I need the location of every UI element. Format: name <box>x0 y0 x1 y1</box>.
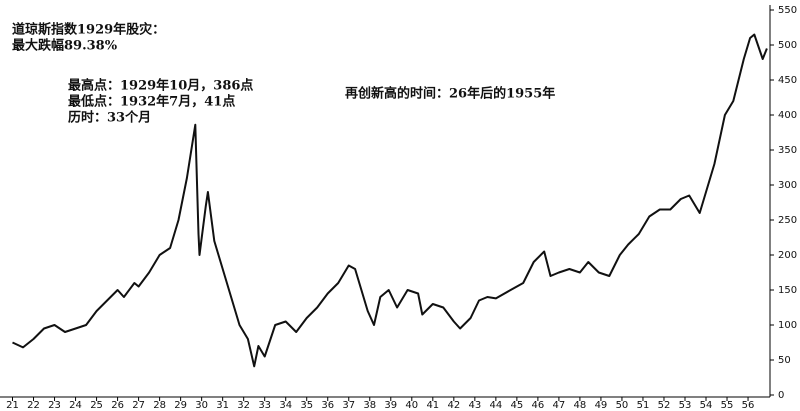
x-tick-label: 52 <box>658 400 671 411</box>
annotation: 再创新高的时间：26年后的1955年 <box>345 86 555 102</box>
x-tick-label: 37 <box>342 400 355 411</box>
x-tick-label: 42 <box>447 400 460 411</box>
x-tick-label: 24 <box>69 400 82 411</box>
x-tick-label: 25 <box>90 400 103 411</box>
y-tick-label: 150 <box>778 285 797 296</box>
x-tick-label: 34 <box>279 400 292 411</box>
x-tick-label: 50 <box>616 400 629 411</box>
x-tick-label: 31 <box>216 400 229 411</box>
x-tick-label: 39 <box>384 400 397 411</box>
x-tick-label: 26 <box>111 400 124 411</box>
annotation: 最低点：1932年7月，41点 <box>68 94 235 110</box>
x-tick-label: 46 <box>532 400 545 411</box>
x-tick-label: 27 <box>132 400 145 411</box>
x-tick-label: 43 <box>468 400 481 411</box>
price-line <box>12 33 768 368</box>
y-tick-label: 500 <box>778 40 797 51</box>
x-tick-label: 33 <box>258 400 271 411</box>
x-tick-label: 51 <box>637 400 650 411</box>
x-tick-label: 22 <box>27 400 40 411</box>
x-tick-label: 48 <box>574 400 587 411</box>
x-tick-label: 32 <box>237 400 250 411</box>
x-tick-label: 29 <box>174 400 187 411</box>
y-tick-label: 50 <box>778 355 791 366</box>
x-tick-label: 28 <box>153 400 166 411</box>
x-tick-label: 55 <box>721 400 734 411</box>
x-tick-label: 21 <box>6 400 19 411</box>
x-tick-label: 45 <box>511 400 524 411</box>
chart-subtitle: 最大跌幅89.38% <box>12 38 118 54</box>
x-tick-label: 47 <box>553 400 566 411</box>
y-tick-label: 400 <box>778 110 797 121</box>
x-tick-label: 38 <box>363 400 376 411</box>
x-tick-label: 44 <box>489 400 502 411</box>
x-tick-label: 36 <box>321 400 334 411</box>
x-tick-label: 54 <box>700 400 713 411</box>
x-tick-label: 40 <box>405 400 418 411</box>
y-tick-label: 200 <box>778 250 797 261</box>
x-tick-label: 53 <box>679 400 692 411</box>
x-tick-label: 23 <box>48 400 61 411</box>
y-tick-label: 550 <box>778 5 797 16</box>
x-tick-label: 49 <box>595 400 608 411</box>
x-tick-label: 56 <box>742 400 755 411</box>
y-tick-label: 450 <box>778 75 797 86</box>
x-tick-label: 30 <box>195 400 208 411</box>
y-tick-label: 0 <box>778 390 784 401</box>
y-tick-label: 350 <box>778 145 797 156</box>
x-tick-label: 41 <box>426 400 439 411</box>
annotation: 历时：33个月 <box>68 110 151 126</box>
chart-title: 道琼斯指数1929年股灾： <box>12 22 165 38</box>
y-tick-label: 300 <box>778 180 797 191</box>
annotation: 最高点：1929年10月，386点 <box>68 78 253 94</box>
x-tick-label: 35 <box>300 400 313 411</box>
y-tick-label: 250 <box>778 215 797 226</box>
y-tick-label: 100 <box>778 320 797 331</box>
